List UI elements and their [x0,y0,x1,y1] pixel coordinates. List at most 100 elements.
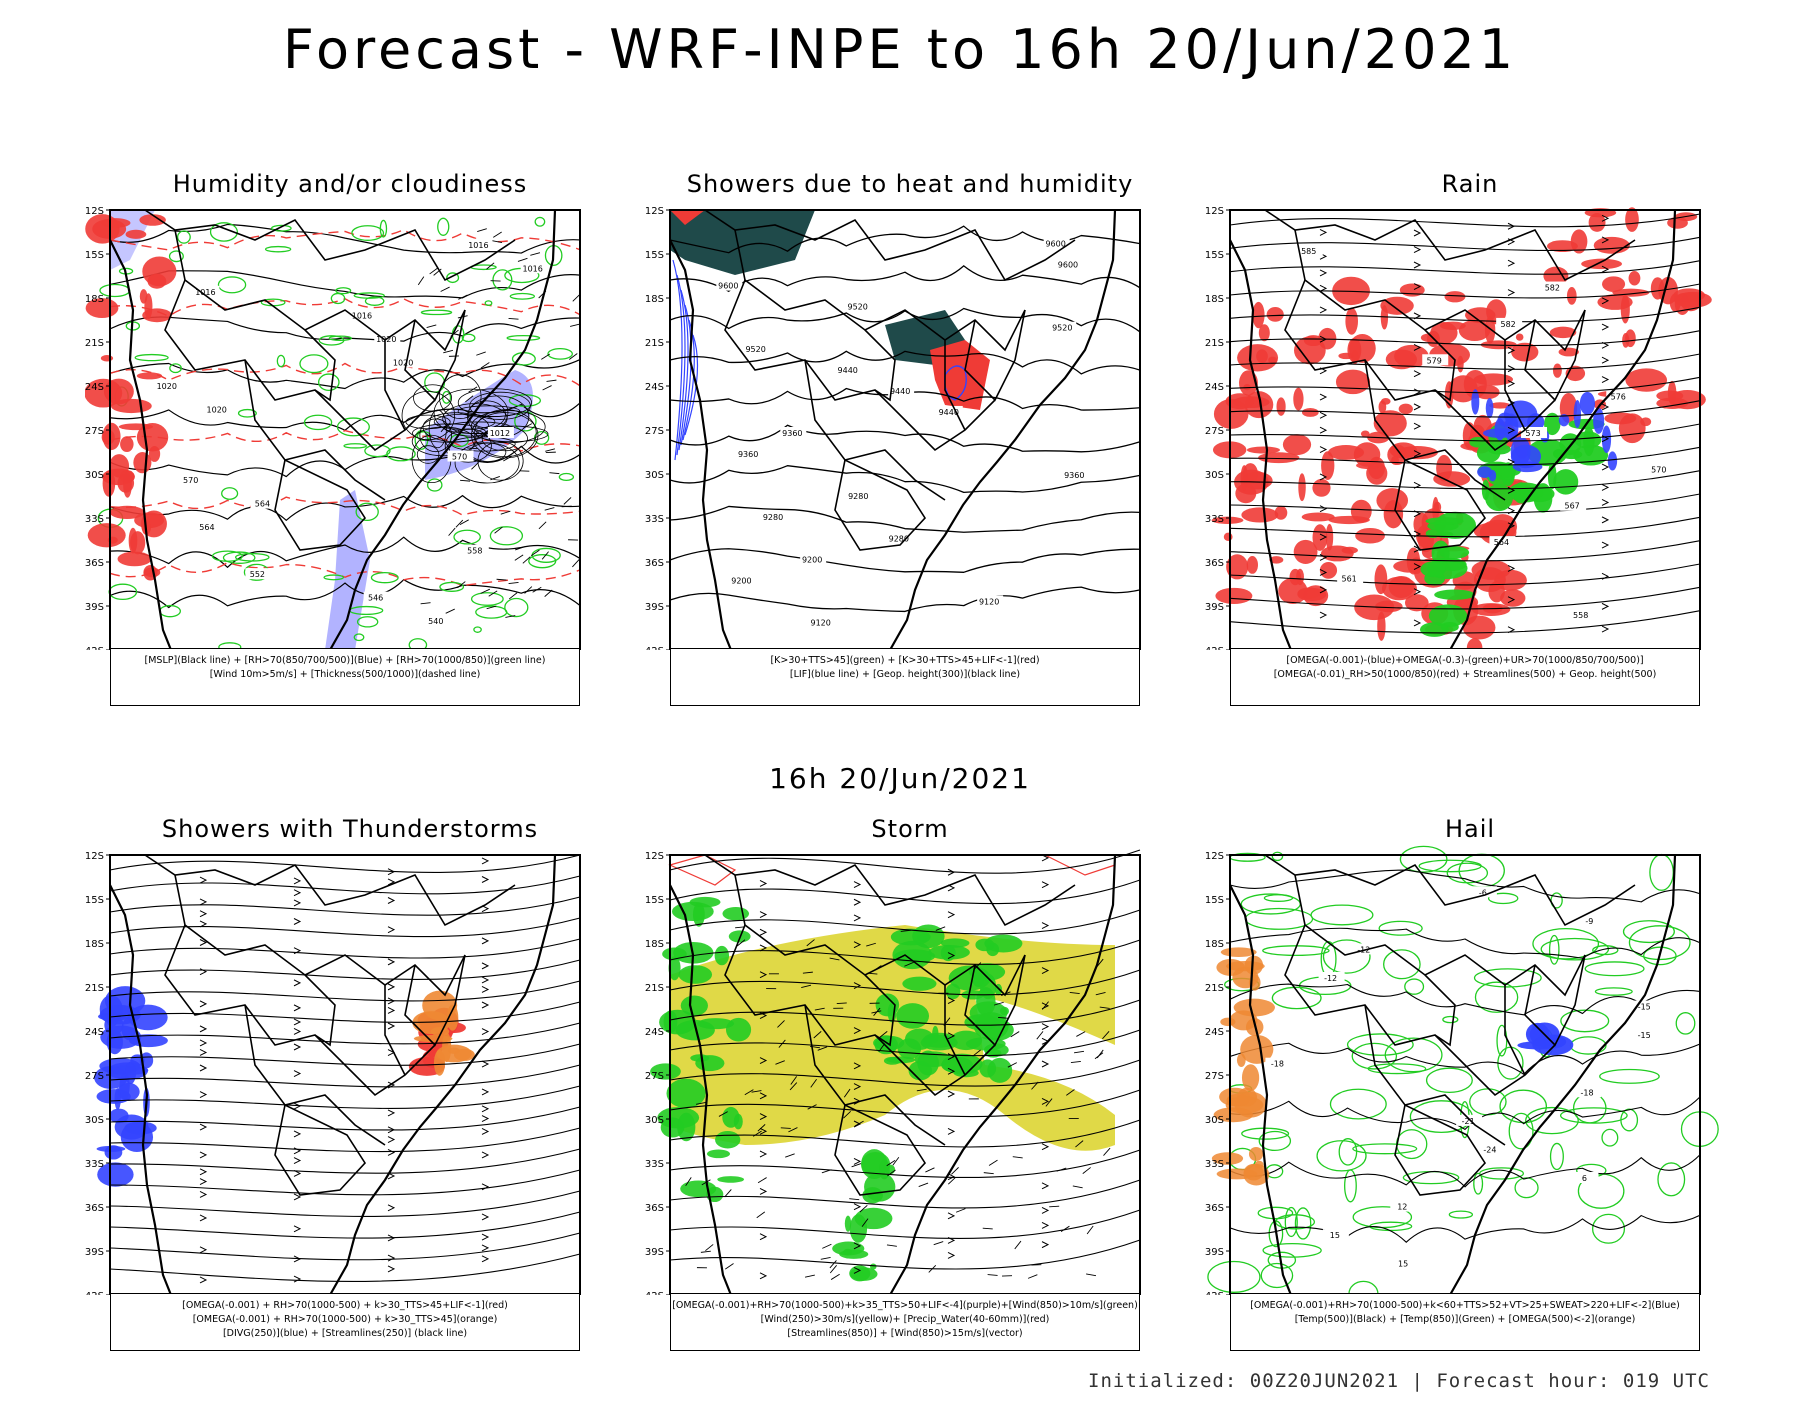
wind-green-area [693,902,705,926]
contour-label: 552 [250,570,265,579]
omega-blue-area [1574,400,1581,428]
red-rh-stipple [149,446,160,462]
init-footer: Initialized: 00Z20JUN2021 | Forecast hou… [1088,1370,1710,1392]
omega-orange-area [1217,1169,1258,1180]
rain-red-area [1247,446,1280,453]
contour-label: 9200 [802,555,822,564]
contour-label: 567 [1565,502,1580,511]
lat-label: 18S [1205,939,1224,950]
red-rh-stipple [120,436,133,452]
lat-label: 12S [645,206,664,217]
wind-green-area [902,977,936,991]
contour-label: 9600 [1058,261,1078,270]
lat-label: 15S [85,895,104,906]
omega-orange-area [1220,1018,1235,1026]
lat-label: 33S [1205,514,1224,525]
wind-green-area [832,1242,864,1256]
lat-label: 39S [85,602,104,613]
lat-label: 12S [1205,851,1224,862]
lat-label: 30S [645,1115,664,1126]
page-title: Forecast - WRF-INPE to 16h 20/Jun/2021 [0,18,1800,81]
rain-red-area [1399,404,1413,415]
contour-label: 1020 [207,405,227,414]
red-rh-stipple [101,355,113,361]
legend-line: [OMEGA(-0.001)-(blue)+OMEGA(-0.3)-(green… [1231,654,1699,668]
contour-label: 585 [1301,247,1316,256]
contour-label: 15 [1398,1260,1408,1269]
wind-green-area [946,984,961,999]
lat-label: 24S [645,1027,664,1038]
omega-orange-area [1249,1147,1263,1161]
red-rh-stipple [88,523,126,547]
legend-line: [OMEGA(-0.001)+RH>70(1000-500)+k<60+TTS>… [1231,1299,1699,1313]
wind-green-area [659,1010,696,1035]
panel-title: Showers due to heat and humidity [645,170,1175,198]
panel-storm: Storm 12S15S18S21S24S27S30S33S36S39S42S7… [645,815,1175,1405]
contour-label: -18 [1271,1060,1284,1069]
rain-red-area [1377,612,1385,641]
wind-green-area [722,907,749,920]
omega-green-area [1426,517,1464,525]
contour-label: 558 [1573,611,1588,620]
lat-label: 33S [85,514,104,525]
thunderstorm-orange-area [436,1045,471,1063]
lat-label: 39S [1205,602,1224,613]
lat-label: 27S [645,1071,664,1082]
panel-title: Storm [645,815,1175,843]
red-rh-stipple [101,218,130,228]
rain-red-area [1625,368,1667,391]
lat-label: 36S [85,1203,104,1214]
rain-red-area [1302,408,1319,417]
lat-label: 36S [1205,1203,1224,1214]
panel-title: Humidity and/or cloudiness [85,170,615,198]
lat-label: 30S [1205,470,1224,481]
lat-label: 30S [85,470,104,481]
legend-line: [Streamlines(850)] + [Wind(850)>15m/s](v… [671,1327,1139,1341]
lat-label: 30S [645,470,664,481]
lat-label: 24S [85,382,104,393]
lat-label: 42S [1205,646,1224,650]
red-rh-stipple [119,423,153,430]
map-thunderstorms: 12S15S18S21S24S27S30S33S36S39S42S70W65W6… [85,845,615,1295]
legend-line: [MSLP](Black line) + [RH>70(850/700/500)… [111,654,579,668]
lat-label: 33S [85,1159,104,1170]
wind-green-area [1000,1007,1009,1016]
contour-label: -12 [1324,974,1337,983]
lat-label: 21S [85,983,104,994]
contour-label: 9360 [738,450,758,459]
contour-label: 9440 [838,366,858,375]
rain-red-area [1347,338,1361,362]
red-rh-stipple [142,256,176,286]
legend-line: [OMEGA(-0.001) + RH>70(1000-500) + k>30_… [111,1299,579,1313]
lat-label: 21S [1205,338,1224,349]
rain-red-area [1298,473,1305,501]
lat-label: 36S [645,1203,664,1214]
legend-box: [OMEGA(-0.001)-(blue)+OMEGA(-0.3)-(green… [1230,648,1700,706]
omega-blue-area [1498,412,1513,426]
rain-red-area [1553,363,1562,377]
rain-red-area [1267,307,1284,322]
lat-label: 18S [645,939,664,950]
lat-label: 12S [85,851,104,862]
omega-orange-area [1242,1064,1259,1091]
wind-green-area [715,946,729,965]
contour-label: 561 [1341,574,1356,583]
red-rh-stipple [142,308,172,322]
contour-label: -24 [1483,1145,1496,1154]
contour-label: 9120 [810,618,830,627]
contour-label: 564 [199,523,214,532]
contour-label: 9520 [1052,324,1072,333]
contour-label: 1012 [490,429,510,438]
thunderstorm-orange-area [414,1035,452,1042]
contour-label: 573 [1525,429,1540,438]
rain-red-area [1256,349,1268,363]
rain-red-area [1602,276,1625,292]
rain-red-area [1567,287,1577,305]
rain-red-area [1283,434,1311,455]
rain-red-area [1356,462,1381,469]
wind-green-area [849,1265,870,1281]
wind-vector [837,1003,847,1004]
red-rh-stipple [110,506,145,519]
